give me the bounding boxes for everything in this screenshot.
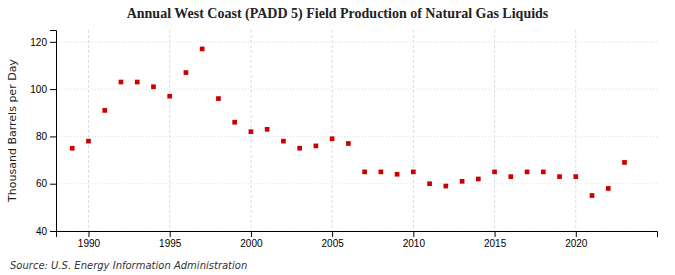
y-grid-line [56,41,657,42]
x-tick-label: 1990 [78,238,101,249]
x-tick-mark [413,231,414,237]
point [200,47,205,52]
y-tick: 120 [30,37,56,48]
x-grid-line [88,30,89,231]
point [330,136,335,141]
x-tick: 2000 [240,231,263,249]
point [346,141,351,146]
point [443,184,448,189]
x-grid-line [494,30,495,231]
point [184,70,189,75]
x-tick: 1995 [159,231,182,249]
x-grid-line [332,30,333,231]
x-tick-mark [495,231,496,237]
y-tick-label: 60 [36,178,48,189]
point [541,170,546,175]
x-grid-line [575,30,576,231]
point [135,80,140,85]
x-tick-label: 1995 [159,238,182,249]
point [314,144,319,149]
point [411,170,416,175]
x-tick-label: 2010 [403,238,426,249]
point [427,181,432,186]
plot: 1990 1995 2000 2005 2010 2015 2020 40 60 80 100 120 [30,30,657,249]
x-tick: 2005 [322,231,345,249]
point [232,120,237,125]
x-grid-line [169,30,170,231]
chart: 1990 1995 2000 2005 2010 2015 2020 40 60 80 100 120… [0,0,675,275]
point [525,170,530,175]
point [557,174,562,179]
x-tick: 2010 [403,231,426,249]
point [379,170,384,175]
x-tick: 2020 [565,231,588,249]
y-tick: 60 [36,178,56,189]
point [508,174,513,179]
y-tick-label: 100 [30,84,47,95]
point [281,139,286,144]
x-tick-mark [251,231,252,237]
y-tick-mark [50,136,56,137]
x-tick-label: 2000 [240,238,263,249]
y-tick-mark [50,184,56,185]
grid [56,30,657,231]
point [70,146,75,151]
points [70,47,627,198]
x-tick-label: 2015 [484,238,507,249]
y-grid-line [56,136,657,137]
x-tick: 2015 [484,231,507,249]
point [167,94,172,99]
point [476,177,481,182]
y-axis: 40 60 80 100 120 [30,31,56,237]
point [216,96,221,101]
y-tick-mark [50,42,56,43]
point [622,160,627,165]
y-grid-line [56,89,657,90]
x-tick-mark [88,231,89,237]
y-tick-mark [50,231,56,232]
x-tick-mark [170,231,171,237]
point [102,108,107,113]
y-tick: 40 [36,226,56,237]
x-tick-mark [576,231,577,237]
y-tick-label: 120 [30,37,47,48]
point [119,80,124,85]
y-axis-line [50,31,57,232]
y-tick-label: 40 [36,226,48,237]
y-axis-title: Thousand Barrels per Day [6,59,19,203]
y-tick: 100 [30,84,56,95]
point [297,146,302,151]
y-grid-line [56,183,657,184]
y-tick-mark [50,89,56,90]
y-tick-label: 80 [36,131,48,142]
point [362,170,367,175]
point [460,179,465,184]
point [86,139,91,144]
point [265,127,270,132]
x-tick-label: 2005 [322,238,345,249]
y-tick: 80 [36,131,56,142]
point [492,170,497,175]
point [249,129,254,134]
x-tick-label: 2020 [565,238,588,249]
point [573,174,578,179]
x-tick-mark [332,231,333,237]
x-grid-line [413,30,414,231]
title: Annual West Coast (PADD 5) Field Product… [127,6,549,22]
point [590,193,595,198]
x-tick: 1990 [78,231,101,249]
point [395,172,400,177]
annotation: Source: U.S. Energy Information Administ… [10,260,247,271]
x-axis: 1990 1995 2000 2005 2010 2015 2020 [57,231,658,249]
point [606,186,611,191]
point [151,84,156,89]
x-axis-line [57,232,658,238]
